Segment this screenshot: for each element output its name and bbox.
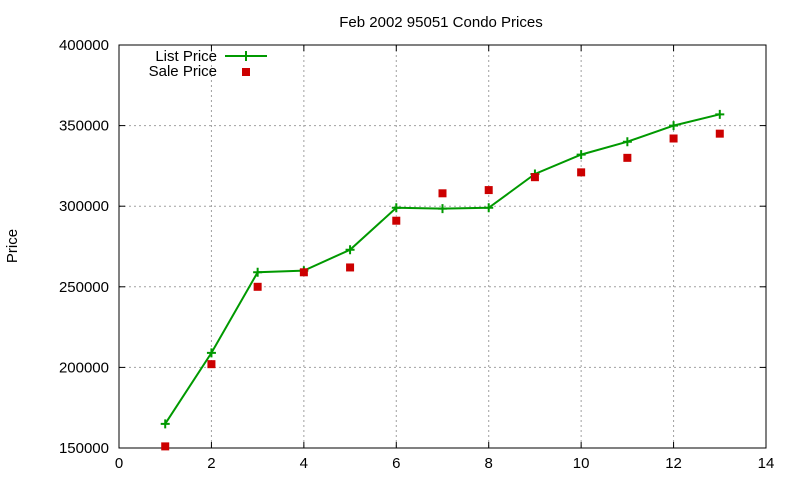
list-price-point	[206, 348, 216, 358]
list-price-point	[622, 137, 632, 147]
list-price-point	[345, 245, 355, 255]
chart-title: Feb 2002 95051 Condo Prices	[339, 14, 542, 31]
sale-price-point	[623, 153, 632, 162]
legend-marker-list-price	[241, 51, 251, 61]
sale-price-point	[346, 263, 355, 272]
series	[160, 109, 725, 451]
y-tick-label: 150000	[59, 440, 109, 457]
y-tick-label: 250000	[59, 279, 109, 296]
list-price-point	[484, 203, 494, 213]
list-price-point	[160, 419, 170, 429]
y-tick-label: 200000	[59, 359, 109, 376]
sale-price-point	[669, 134, 678, 143]
legend-label-sale-price: Sale Price	[149, 63, 217, 80]
x-tick-label: 6	[392, 455, 400, 472]
list-price-line	[164, 113, 721, 425]
y-tick-label: 300000	[59, 198, 109, 215]
sale-price-point	[484, 186, 493, 195]
sale-price-point	[299, 268, 308, 277]
x-tick-label: 8	[485, 455, 493, 472]
grid	[119, 45, 766, 448]
x-tick-label: 12	[665, 455, 682, 472]
sale-price-point	[392, 216, 401, 225]
x-tick-label: 0	[115, 455, 123, 472]
list-price-point	[438, 204, 447, 214]
axes: 0 2 4 6 8 10 12 14 150000 200000 250000 300000 35000…	[59, 37, 774, 472]
legend-label-list-price: List Price	[155, 48, 217, 65]
list-price-point	[253, 267, 263, 277]
list-price-point	[669, 121, 679, 131]
legend: List Price Sale Price	[149, 48, 267, 80]
x-tick-label: 10	[573, 455, 590, 472]
sale-price-point	[577, 168, 586, 177]
x-tick-label: 2	[207, 455, 215, 472]
y-tick-label: 350000	[59, 118, 109, 135]
sale-price-point	[438, 189, 447, 198]
x-tick-label: 4	[300, 455, 308, 472]
sale-price-point	[253, 282, 262, 291]
x-tick-label: 14	[758, 455, 775, 472]
list-price-point	[715, 109, 725, 119]
plot-border	[118, 44, 767, 449]
sale-price-point	[207, 360, 216, 369]
y-tick-label: 400000	[59, 37, 109, 54]
legend-marker-sale-price	[242, 68, 250, 76]
sale-price-point	[715, 129, 724, 138]
sale-price-point	[530, 173, 539, 182]
list-price-point	[576, 150, 586, 160]
list-price-point	[391, 203, 401, 213]
sale-price-point	[161, 442, 170, 451]
y-axis-label: Price	[4, 229, 21, 263]
